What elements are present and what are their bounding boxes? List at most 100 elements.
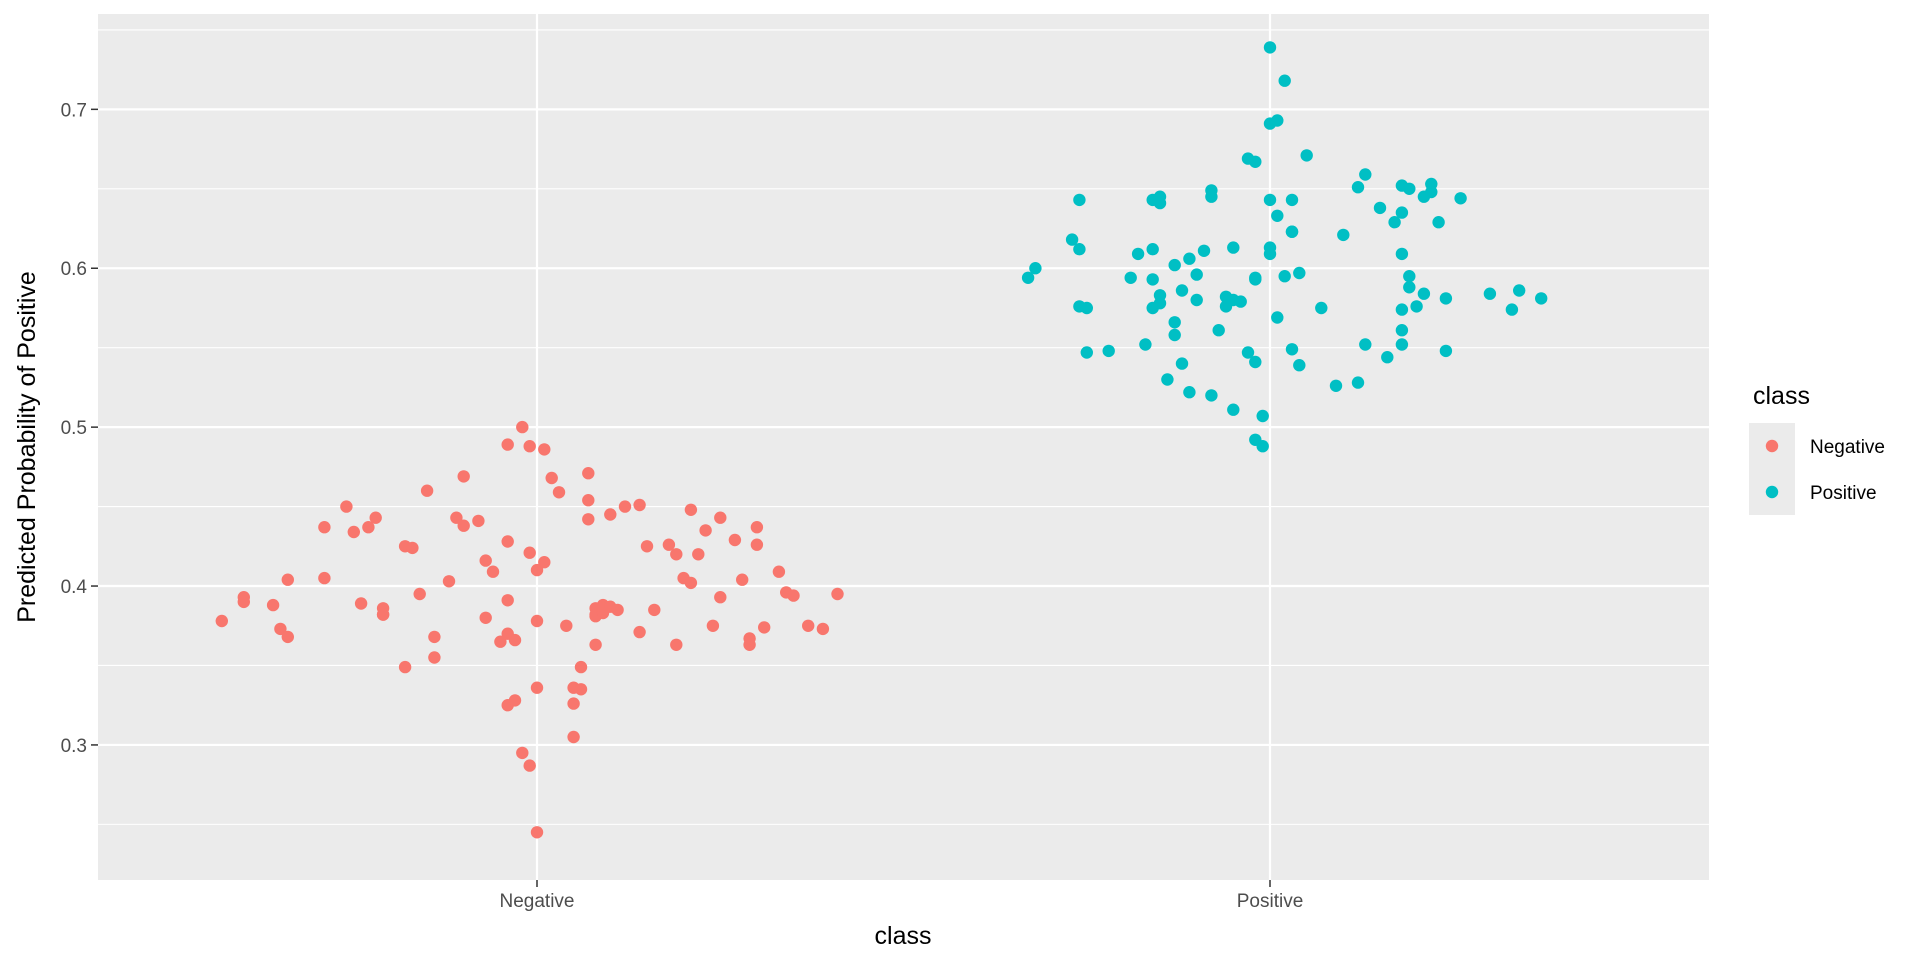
data-point-negative [428,651,441,664]
x-tick-label: Negative [500,891,575,912]
data-point-positive [1381,351,1394,364]
data-point-positive [1439,344,1453,358]
data-point-positive [1073,193,1086,207]
data-point-positive [1410,300,1423,313]
data-point-negative [574,683,588,696]
data-point-negative [281,573,294,586]
data-point-positive [1329,379,1343,392]
data-point-positive [1175,284,1189,297]
data-point-positive [1395,324,1409,337]
data-point-positive [1271,114,1284,127]
data-point-positive [1205,190,1218,203]
data-point-positive [1102,344,1115,358]
data-point-negative [750,521,764,534]
data-point-positive [1359,338,1372,351]
data-point-negative [787,589,800,602]
data-point-positive [1065,233,1079,246]
data-point-negative [516,420,529,434]
data-point-negative [640,540,654,553]
data-point-positive [1293,266,1306,280]
data-point-positive [1373,201,1387,215]
data-point-positive [1021,271,1035,284]
data-point-positive [1183,386,1196,399]
data-point-negative [538,556,551,569]
data-point-positive [1080,301,1094,315]
data-point-positive [1395,247,1409,261]
data-point-positive [1227,241,1240,254]
data-point-positive [1131,247,1145,261]
data-point-negative [237,595,250,609]
data-point-negative [618,500,632,513]
data-point-negative [670,638,683,651]
legend: class Negative Positive [1749,382,1885,515]
data-point-negative [347,525,360,539]
data-point-positive [1351,181,1365,194]
data-point-positive [1249,155,1262,168]
data-point-positive [1505,303,1519,316]
data-point-negative [802,619,815,632]
data-point-positive [1417,287,1431,300]
data-point-negative [582,467,595,480]
data-point-positive [1278,74,1291,87]
data-point-negative [318,521,331,534]
y-tick-label: 0.6 [61,259,87,280]
data-point-negative [611,603,624,617]
data-point-negative [530,614,544,628]
x-tick-label: Positive [1237,891,1304,912]
data-point-positive [1395,303,1409,316]
data-point-positive [1395,206,1409,219]
data-point-negative [413,587,426,601]
data-point-negative [552,486,566,499]
data-point-positive [1315,301,1328,315]
data-point-positive [1124,271,1137,284]
data-point-positive [1249,355,1262,369]
data-point-positive [1175,357,1189,370]
data-point-negative [714,591,727,604]
legend-key-positive [1765,485,1779,499]
data-point-positive [1388,216,1401,229]
data-point-positive [1483,287,1497,300]
data-point-negative [728,533,742,547]
data-point-negative [714,511,727,524]
data-point-positive [1190,293,1203,307]
data-point-positive [1403,270,1416,283]
data-point-positive [1139,338,1152,351]
data-point-negative [450,511,463,524]
data-point-negative [736,573,749,586]
data-point-negative [516,746,529,760]
y-tick-label: 0.7 [61,100,87,121]
data-point-negative [501,535,514,548]
data-point-positive [1146,273,1159,286]
legend-key-negative [1765,439,1779,453]
data-point-negative [684,576,698,590]
data-point-negative [398,660,412,674]
data-points [215,41,1548,839]
x-axis-title: class [875,922,932,950]
data-point-positive [1285,193,1299,207]
data-point-negative [560,619,573,632]
data-point-negative [369,511,382,524]
data-point-negative [318,571,331,585]
y-axis-title: Predicted Probability of Positive [13,271,41,623]
data-point-positive [1234,295,1247,308]
data-point-negative [582,513,595,526]
data-point-positive [1300,149,1313,162]
data-point-positive [1168,258,1181,272]
data-point-positive [1241,346,1255,359]
y-tick-label: 0.3 [61,736,87,757]
data-point-positive [1168,316,1181,329]
data-point-negative [684,503,698,516]
data-point-negative [472,514,485,528]
data-point-positive [1432,216,1445,229]
data-point-negative [670,548,683,561]
data-point-negative [523,440,536,453]
y-tick-label: 0.5 [61,418,87,439]
data-point-positive [1271,209,1284,222]
data-point-positive [1425,185,1438,199]
data-point-negative [633,625,646,639]
data-point-positive [1454,192,1467,205]
data-point-positive [1080,346,1094,359]
minor-gridlines [98,29,1709,825]
data-point-negative [816,622,830,636]
